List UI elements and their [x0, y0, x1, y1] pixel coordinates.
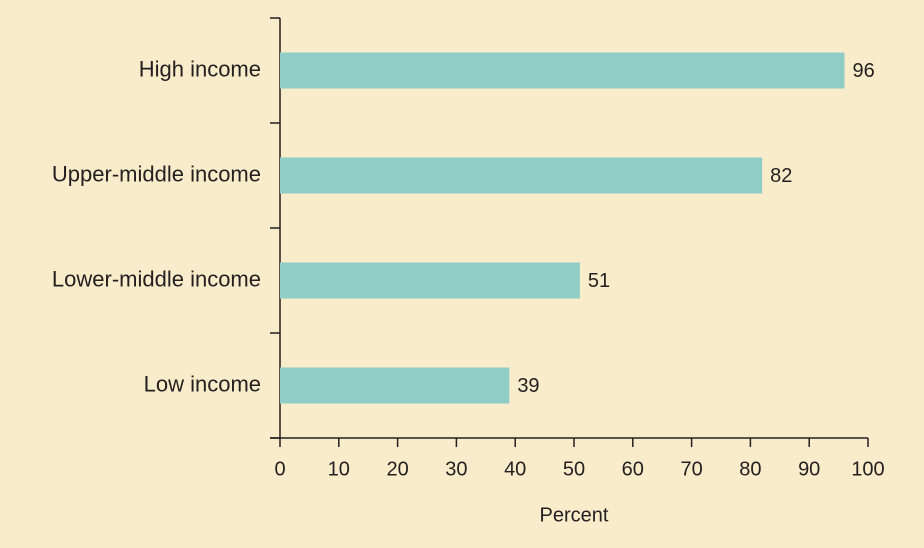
- x-tick-label: 60: [622, 458, 644, 480]
- x-tick-label: 10: [328, 458, 350, 480]
- x-tick-label: 80: [739, 458, 761, 480]
- y-tick-label: High income: [139, 56, 261, 81]
- bar: [280, 157, 763, 194]
- y-tick-label: Upper-middle income: [52, 161, 261, 186]
- y-tick-label: Low income: [144, 371, 261, 396]
- value-label: 51: [588, 270, 610, 292]
- value-label: 96: [852, 60, 874, 82]
- value-label: 39: [517, 375, 539, 397]
- x-tick-label: 40: [504, 458, 526, 480]
- x-tick-label: 100: [851, 458, 884, 480]
- bar: [280, 367, 510, 404]
- bar: [280, 52, 845, 89]
- x-tick-label: 30: [445, 458, 467, 480]
- x-tick-label: 90: [798, 458, 820, 480]
- y-tick-label: Lower-middle income: [52, 266, 261, 291]
- value-label: 82: [770, 165, 792, 187]
- x-tick-label: 70: [680, 458, 702, 480]
- x-tick-label: 20: [386, 458, 408, 480]
- x-tick-label: 50: [563, 458, 585, 480]
- x-tick-label: 0: [274, 458, 285, 480]
- bar: [280, 262, 580, 299]
- x-axis-label: Percent: [540, 504, 609, 526]
